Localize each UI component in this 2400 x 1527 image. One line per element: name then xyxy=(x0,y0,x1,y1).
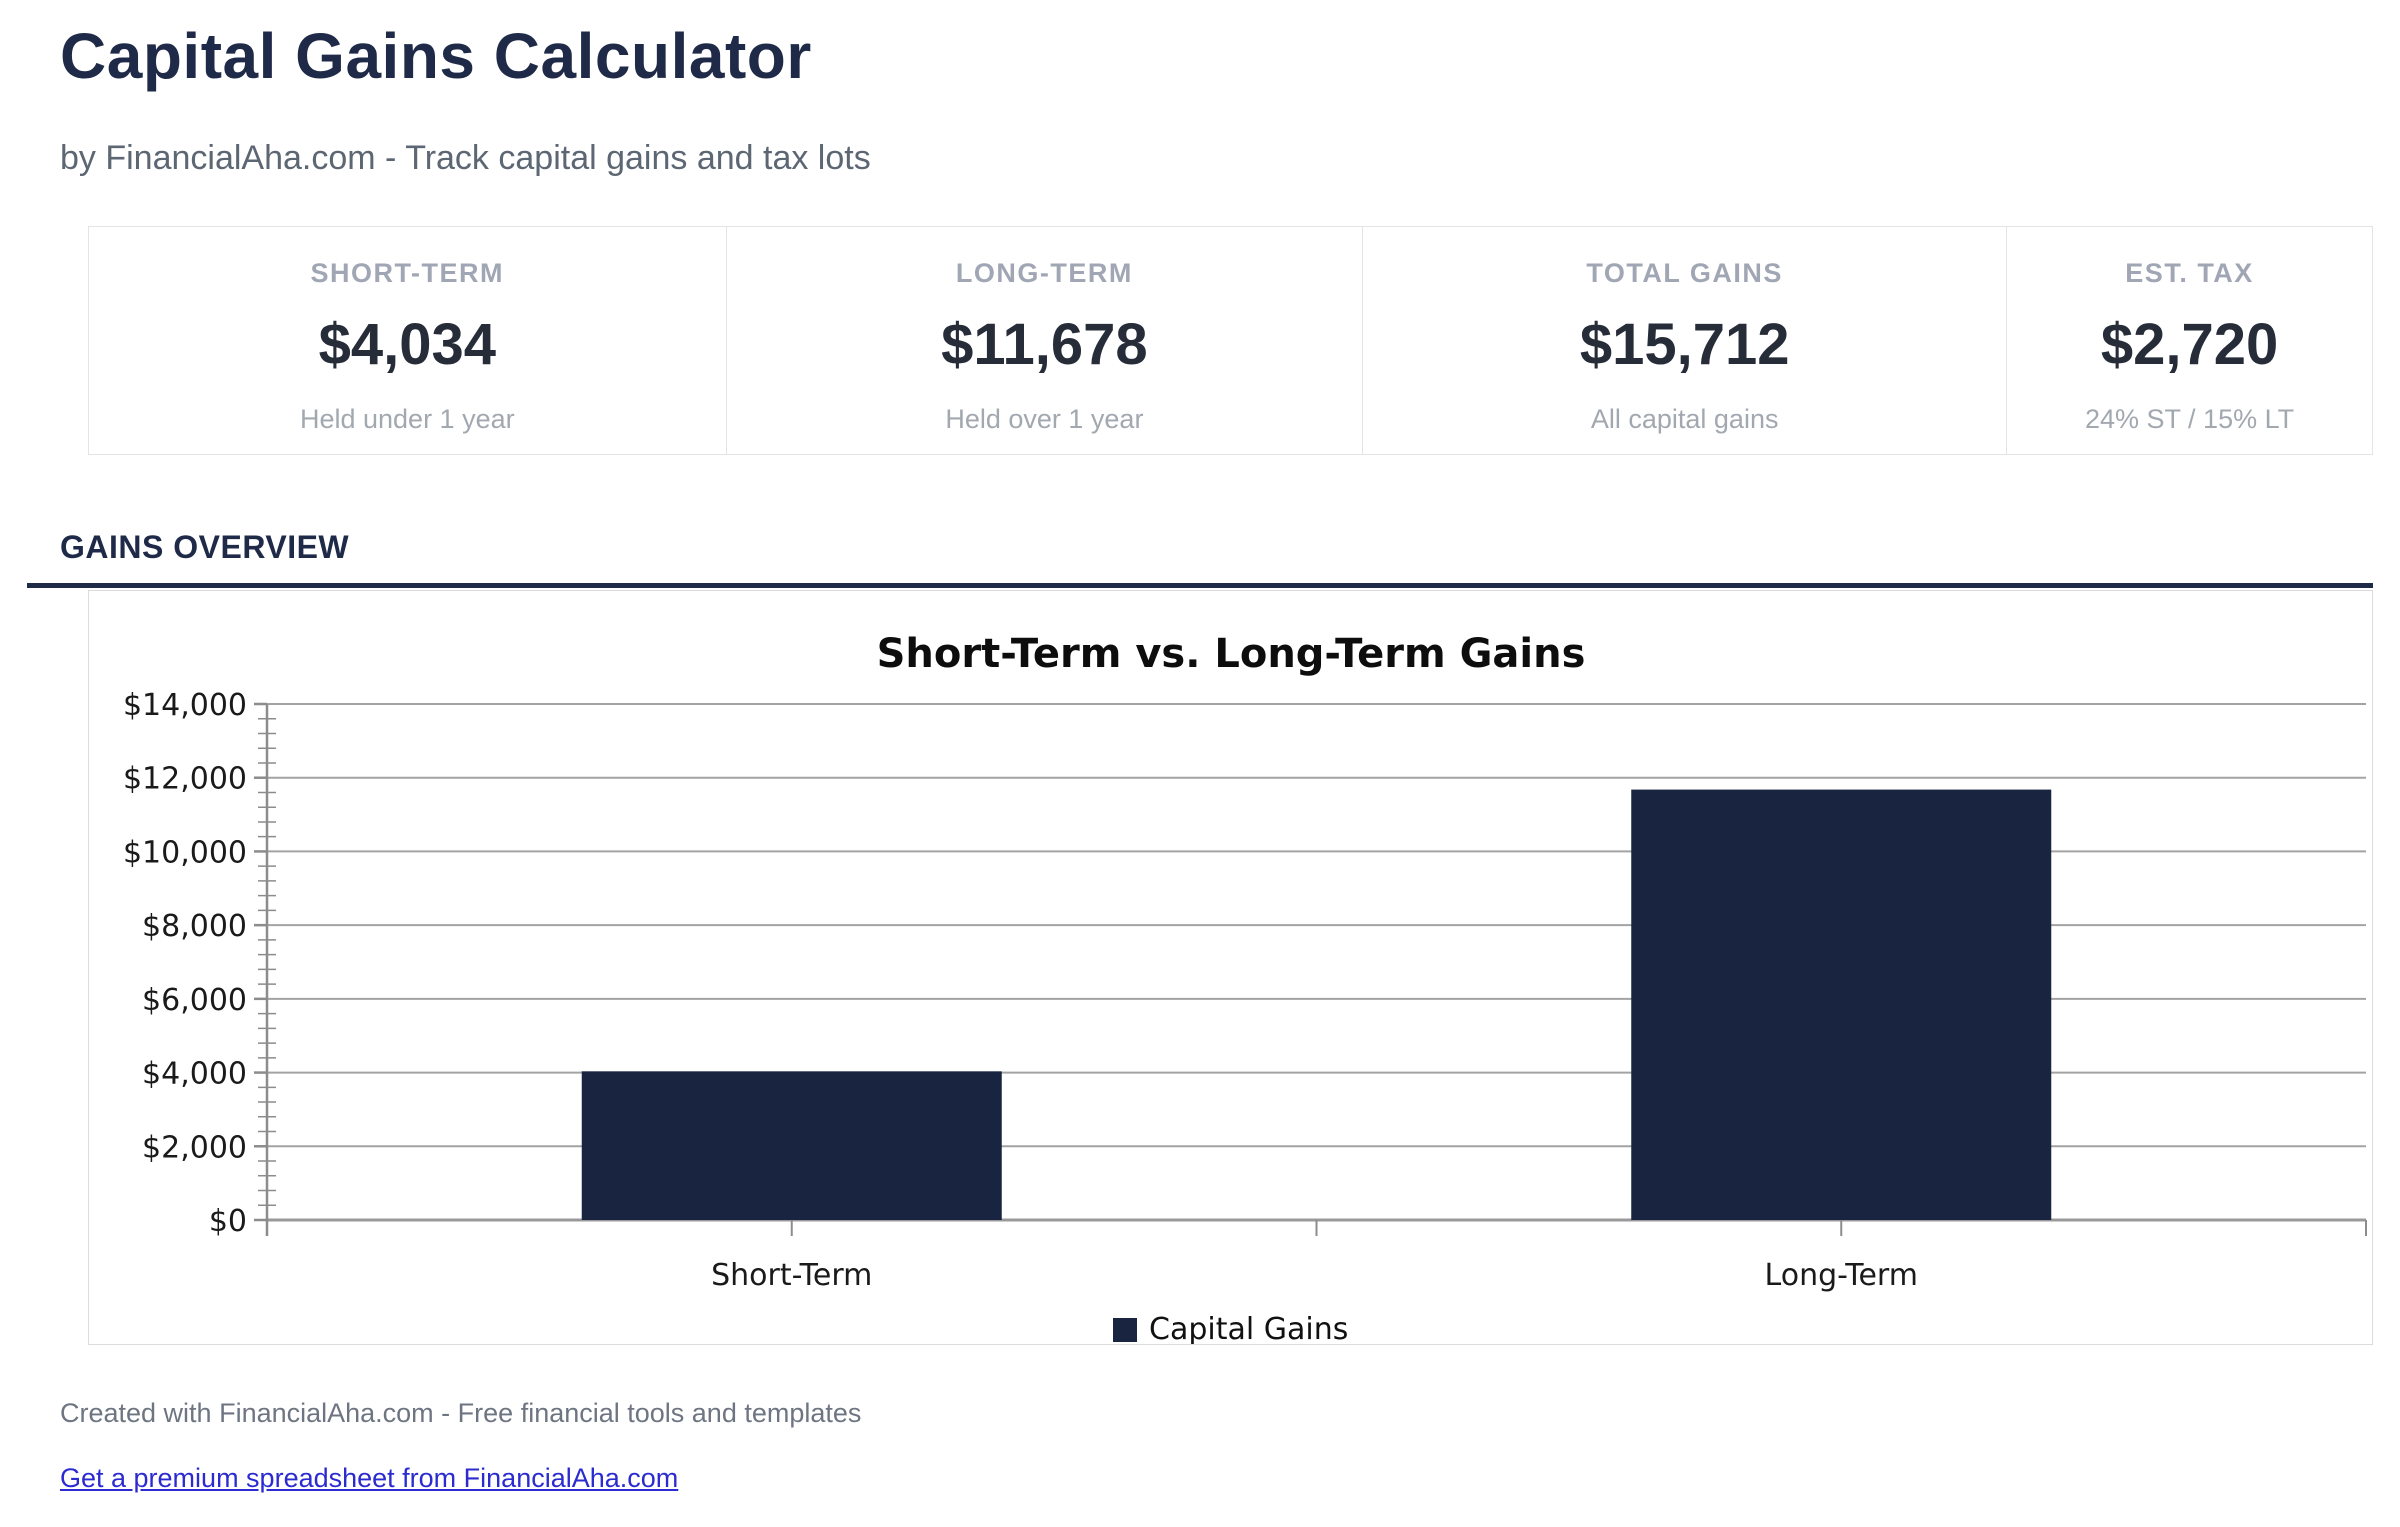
page-title: Capital Gains Calculator xyxy=(60,20,812,92)
card-label: SHORT-TERM xyxy=(310,258,505,288)
page-subtitle: by FinancialAha.com - Track capital gain… xyxy=(60,139,871,177)
card-value: $15,712 xyxy=(1579,312,1790,377)
card-sublabel: 24% ST / 15% LT xyxy=(2085,404,2295,434)
card-value: $11,678 xyxy=(941,312,1148,377)
summary-cards: SHORT-TERM $4,034 Held under 1 year LONG… xyxy=(88,226,2373,455)
svg-text:$8,000: $8,000 xyxy=(142,909,247,944)
card-sublabel: Held over 1 year xyxy=(945,404,1144,434)
card-est-tax: EST. TAX $2,720 24% ST / 15% LT xyxy=(2006,227,2372,454)
section-title: GAINS OVERVIEW xyxy=(60,529,350,565)
card-long-term: LONG-TERM $11,678 Held over 1 year xyxy=(725,227,1363,454)
gains-chart-panel: Short-Term vs. Long-Term Gains $0 $2,000 $4… xyxy=(88,590,2373,1345)
svg-text:$14,000: $14,000 xyxy=(123,688,247,723)
card-label: EST. TAX xyxy=(2125,258,2254,288)
svg-text:$0: $0 xyxy=(209,1204,247,1239)
card-sublabel: Held under 1 year xyxy=(299,404,515,434)
card-sublabel: All capital gains xyxy=(1590,404,1779,434)
svg-text:$6,000: $6,000 xyxy=(142,983,247,1018)
card-label: TOTAL GAINS xyxy=(1586,258,1783,288)
card-total-gains: TOTAL GAINS $15,712 All capital gains xyxy=(1362,227,2006,454)
svg-text:$2,000: $2,000 xyxy=(142,1130,247,1165)
svg-text:$12,000: $12,000 xyxy=(123,762,247,797)
premium-spreadsheet-link[interactable]: Get a premium spreadsheet from Financial… xyxy=(60,1463,679,1493)
svg-text:Long-Term: Long-Term xyxy=(1765,1258,1918,1293)
svg-text:Short-Term: Short-Term xyxy=(711,1258,872,1293)
svg-text:$10,000: $10,000 xyxy=(123,835,247,870)
card-value: $2,720 xyxy=(2100,312,2279,377)
card-short-term: SHORT-TERM $4,034 Held under 1 year xyxy=(89,227,726,454)
svg-text:$4,000: $4,000 xyxy=(142,1057,247,1092)
card-label: LONG-TERM xyxy=(955,258,1133,288)
card-value: $4,034 xyxy=(318,312,496,377)
section-header: GAINS OVERVIEW xyxy=(27,528,2373,588)
bar-chart: Short-Term vs. Long-Term Gains $0 $2,000 $4… xyxy=(123,631,2367,1344)
footer-note: Created with FinancialAha.com - Free fin… xyxy=(60,1398,862,1428)
svg-text:Capital Gains: Capital Gains xyxy=(1149,1312,1348,1344)
page: Capital Gains Calculator by FinancialAha… xyxy=(0,20,2400,1527)
svg-text:Short-Term vs. Long-Term Gains: Short-Term vs. Long-Term Gains xyxy=(877,631,1586,677)
